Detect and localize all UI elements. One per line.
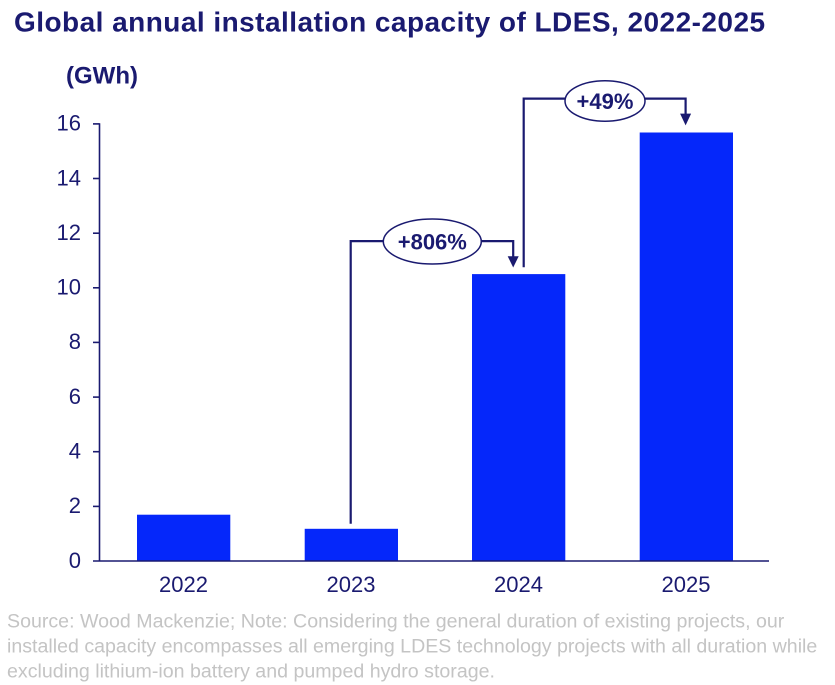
svg-text:2: 2 [69, 493, 81, 518]
svg-text:Global annual installation cap: Global annual installation capacity of L… [14, 7, 766, 38]
svg-text:+49%: +49% [577, 89, 634, 114]
svg-text:Source: Wood Mackenzie; Note:: Source: Wood Mackenzie; Note: Considerin… [7, 611, 785, 633]
svg-text:16: 16 [57, 111, 81, 136]
svg-text:(GWh): (GWh) [66, 63, 138, 90]
svg-text:0: 0 [69, 548, 81, 573]
svg-text:2024: 2024 [494, 572, 543, 597]
svg-text:installed capacity encompasses: installed capacity encompasses all emerg… [7, 636, 817, 658]
svg-text:2022: 2022 [159, 572, 208, 597]
svg-text:2025: 2025 [662, 572, 711, 597]
svg-text:6: 6 [69, 384, 81, 409]
svg-text:excluding lithium-ion battery: excluding lithium-ion battery and pumped… [7, 661, 495, 683]
svg-text:10: 10 [57, 275, 81, 300]
svg-text:4: 4 [69, 439, 81, 464]
svg-text:2023: 2023 [327, 572, 376, 597]
svg-text:8: 8 [69, 329, 81, 354]
svg-text:+806%: +806% [398, 230, 467, 255]
svg-text:12: 12 [57, 220, 81, 245]
svg-text:14: 14 [57, 165, 81, 190]
